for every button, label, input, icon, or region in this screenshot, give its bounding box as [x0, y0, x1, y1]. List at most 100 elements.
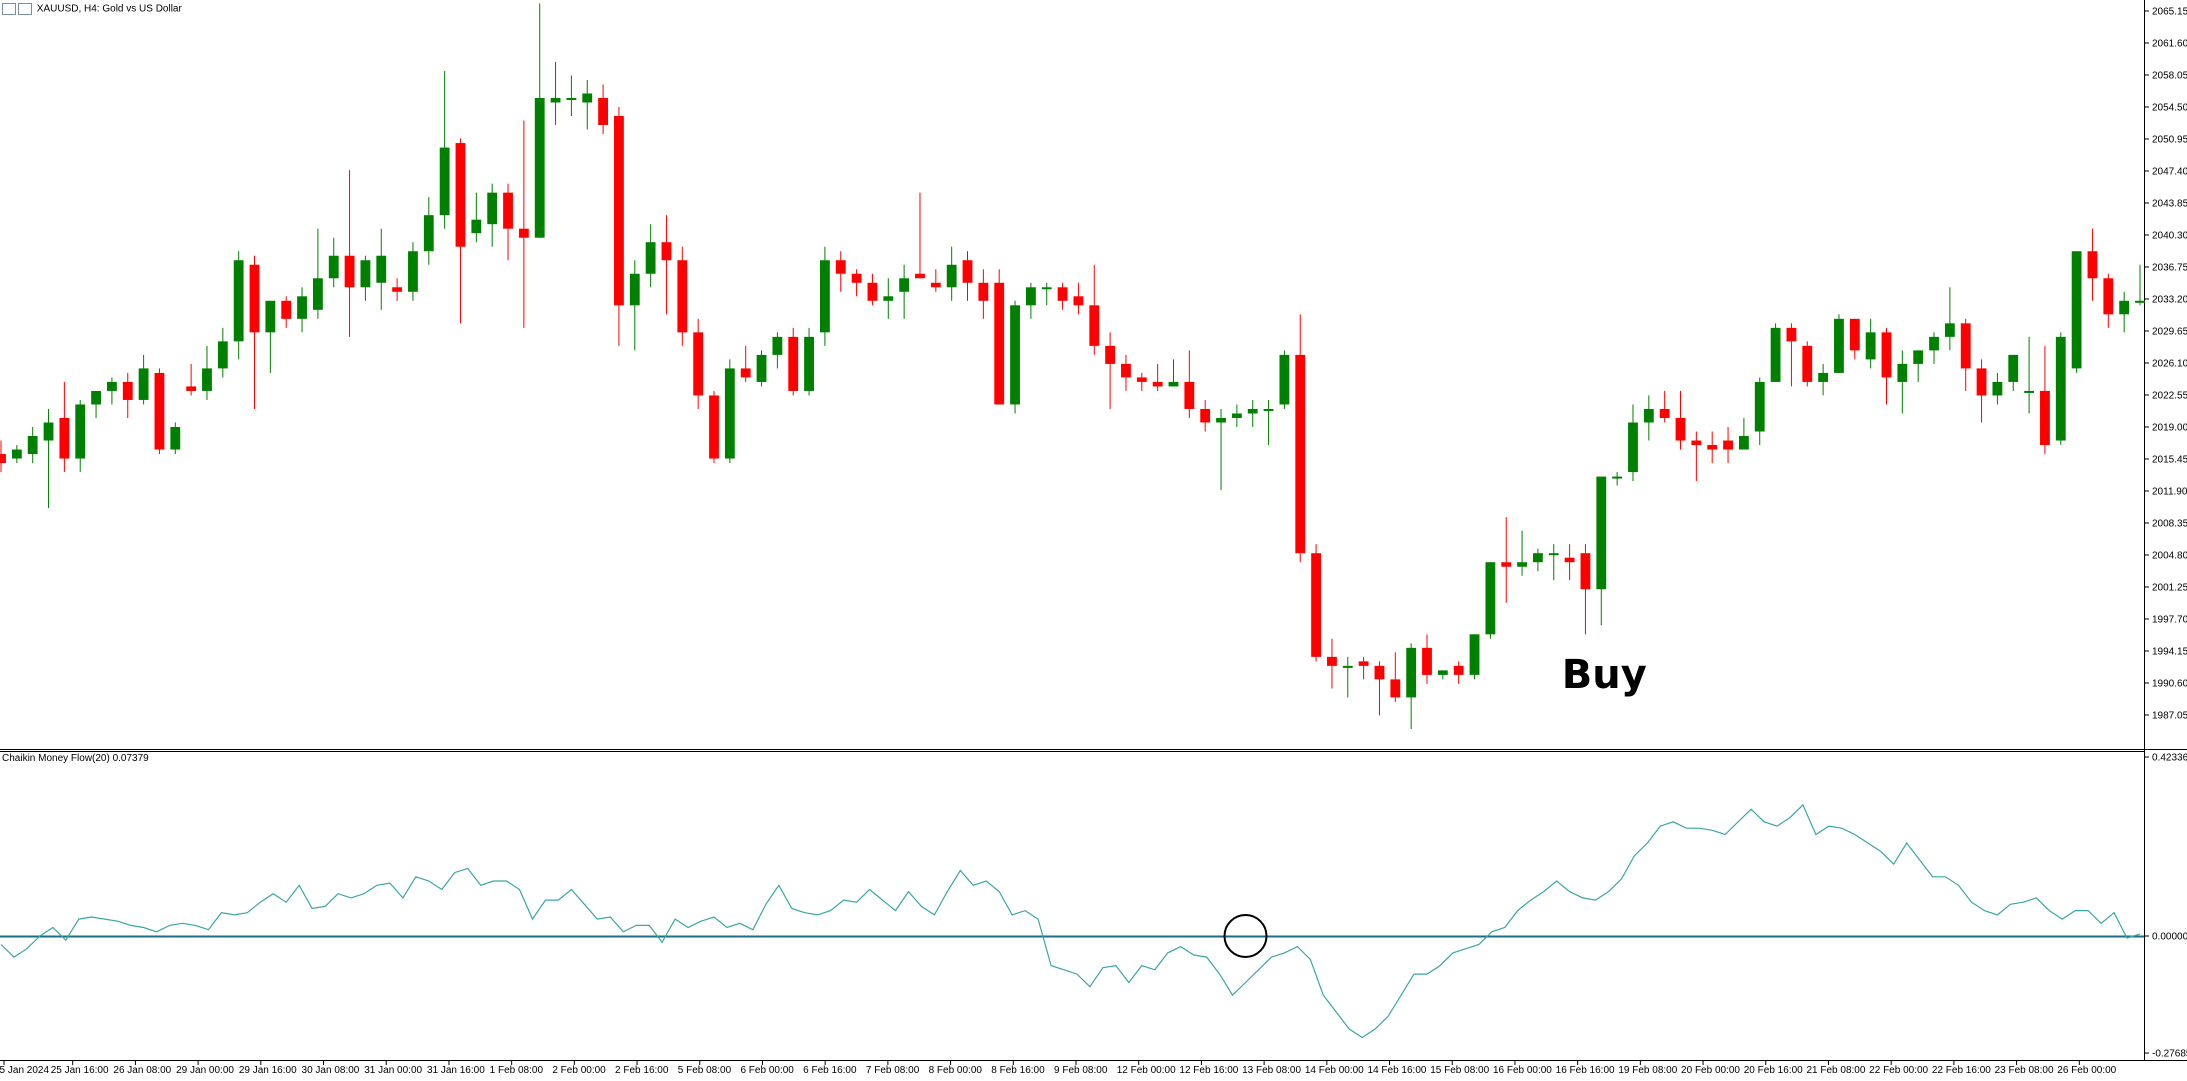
time-tick-label: 8 Feb 00:00 — [929, 1065, 983, 1076]
candle — [1216, 408, 1226, 491]
price-axis: 2065.15 2061.60 2058.05 2054.50 2050.95 2047.… — [2144, 7, 2187, 722]
candle-body — [376, 255, 387, 283]
candle-body — [994, 282, 1005, 405]
time-tick-label: 14 Feb 00:00 — [1305, 1065, 1364, 1076]
candle-body — [1897, 363, 1908, 382]
candle — [138, 354, 149, 405]
price-tick-label: 2061.60 — [2152, 39, 2187, 50]
candle-body — [645, 242, 656, 274]
candle — [709, 390, 719, 464]
indicator-list-icon[interactable] — [18, 3, 32, 15]
candle — [186, 363, 197, 396]
candle — [724, 359, 735, 464]
candle — [1532, 548, 1543, 572]
time-tick-label: 5 Feb 08:00 — [678, 1065, 732, 1076]
candle — [661, 215, 672, 315]
candle-body — [550, 97, 561, 103]
candles — [0, 3, 2145, 729]
candle — [1327, 638, 1337, 689]
candle — [376, 228, 387, 310]
time-tick-label: 6 Feb 00:00 — [740, 1065, 794, 1076]
candle — [344, 170, 355, 337]
candle-body — [1105, 345, 1116, 364]
time-tick-label: 31 Jan 16:00 — [427, 1065, 485, 1076]
candle-body — [1786, 327, 1797, 342]
candle — [819, 246, 830, 346]
candle — [1501, 517, 1512, 603]
price-tick-label: 1997.70 — [2152, 615, 2187, 626]
candle-body — [328, 255, 339, 279]
candle-body — [1818, 372, 1829, 382]
candle — [392, 278, 403, 301]
price-tick-label: 2026.10 — [2152, 359, 2187, 370]
candle-body — [217, 341, 228, 369]
candle-body — [27, 436, 38, 455]
candle — [1897, 350, 1908, 414]
candle — [1913, 350, 1924, 382]
candle-body — [106, 381, 117, 391]
candle — [2024, 336, 2035, 414]
candle — [408, 242, 418, 301]
candle — [1612, 472, 1623, 486]
price-tick-label: 1987.05 — [2152, 711, 2187, 722]
candle — [2040, 345, 2050, 455]
candle — [1691, 431, 1702, 482]
candle — [1707, 431, 1718, 464]
candle-body — [1628, 422, 1638, 473]
candle-body — [930, 282, 941, 288]
candle — [772, 332, 783, 369]
candle — [106, 377, 117, 405]
price-tick-label: 2040.30 — [2152, 231, 2187, 242]
candle — [281, 296, 292, 328]
chart-type-icon[interactable] — [2, 3, 16, 15]
candle — [1834, 314, 1844, 373]
candle-body — [1152, 381, 1163, 387]
candle — [1279, 350, 1290, 409]
candle-body — [629, 273, 640, 306]
symbol-title: XAUUSD, H4: Gold vs US Dollar — [36, 3, 182, 15]
candle — [2135, 264, 2145, 306]
price-tick-label: 2058.05 — [2152, 71, 2187, 82]
candle-body — [439, 147, 450, 216]
candle-body — [1881, 332, 1892, 378]
candle — [1105, 332, 1116, 409]
candle-body — [1437, 670, 1448, 675]
candle — [835, 251, 846, 292]
cmf-tick-label: 0.42336 — [2152, 753, 2187, 764]
time-tick-label: 1 Feb 08:00 — [490, 1065, 544, 1076]
candle — [693, 318, 704, 409]
candle-body — [598, 97, 609, 126]
candle-body — [1501, 562, 1512, 567]
candle — [1358, 656, 1369, 680]
candle — [614, 107, 624, 346]
candle — [1390, 652, 1401, 702]
candle-body — [946, 264, 957, 288]
candle-body — [1707, 445, 1718, 450]
candle — [1865, 318, 1876, 369]
candle-body — [1010, 305, 1020, 405]
price-tick-label: 2036.75 — [2152, 263, 2187, 274]
candle-body — [2119, 300, 2130, 315]
indicator-header: Chaikin Money Flow(20) 0.07379 — [2, 753, 149, 764]
price-tick-label: 2054.50 — [2152, 103, 2187, 114]
time-tick-label: 20 Feb 16:00 — [1744, 1065, 1803, 1076]
candle — [1992, 372, 2003, 405]
candle-body — [1691, 440, 1702, 446]
candle-body — [0, 454, 6, 464]
candle-body — [1976, 368, 1987, 396]
candle — [629, 260, 640, 351]
candle — [1580, 544, 1591, 635]
time-tick-label: 19 Feb 08:00 — [1618, 1065, 1677, 1076]
candle-body — [1834, 318, 1844, 373]
candle-body — [534, 97, 545, 238]
candle — [122, 372, 133, 418]
candle-body — [851, 273, 862, 283]
candle-body — [1231, 413, 1242, 418]
candle — [899, 264, 910, 319]
candle — [170, 422, 181, 455]
price-tick-label: 2008.35 — [2152, 519, 2187, 530]
